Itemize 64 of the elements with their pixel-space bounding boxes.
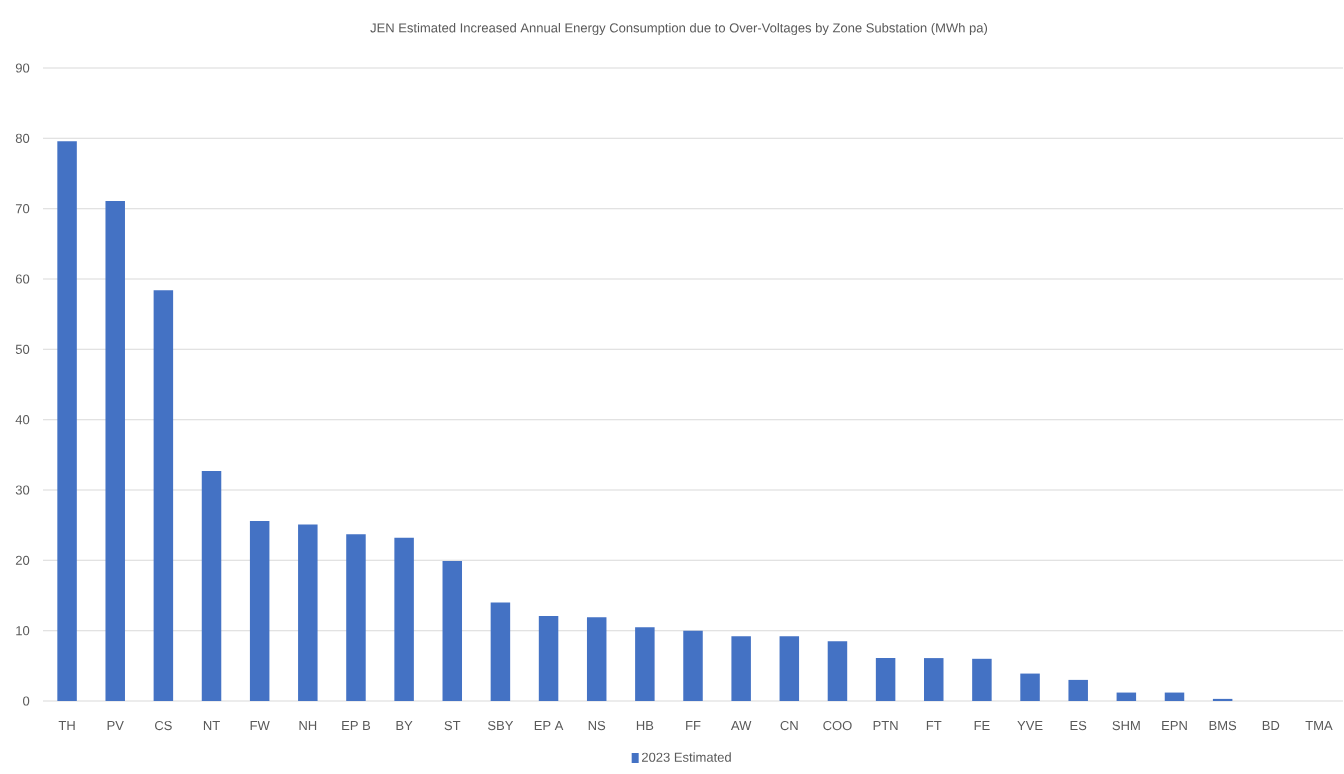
bar [1164, 692, 1185, 701]
bar [298, 524, 318, 701]
bar [779, 636, 800, 701]
y-tick-label: 90 [15, 63, 30, 73]
x-tick-label: TH [58, 721, 75, 730]
x-tick-label: NT [203, 721, 220, 730]
y-tick-label: 20 [15, 555, 30, 565]
x-tick-label: BD [1262, 721, 1280, 730]
bar [924, 658, 944, 701]
bar [346, 534, 366, 701]
legend-label: 2023 Estimated [641, 752, 731, 762]
bar [731, 636, 751, 701]
x-tick-label: BY [396, 721, 413, 730]
bar [1068, 679, 1088, 701]
bar [875, 658, 896, 701]
bar [683, 630, 703, 701]
bar [1116, 692, 1137, 701]
bar [201, 471, 222, 701]
x-tick-label: YVE [1017, 721, 1043, 730]
x-tick-label: SBY [487, 720, 514, 731]
bar [538, 615, 559, 701]
bar [394, 537, 414, 701]
bar [442, 561, 463, 701]
x-tick-label: FE [974, 721, 990, 730]
x-tick-label: PTN [873, 721, 898, 730]
x-tick-label: ES [1070, 720, 1087, 731]
y-tick-label: 40 [15, 415, 30, 425]
y-tick-label: 10 [16, 626, 30, 636]
x-tick-label: FF [686, 721, 701, 730]
bar [635, 627, 655, 701]
x-tick-label: EPN [1162, 721, 1187, 730]
x-tick-label: COO [823, 720, 852, 731]
x-tick-label: AW [730, 721, 752, 730]
x-tick-label: EP A [534, 721, 564, 730]
bar [972, 658, 992, 701]
y-tick-label: 50 [15, 344, 30, 354]
bar [57, 141, 77, 701]
x-tick-label: PV [107, 721, 124, 730]
x-tick-label: NS [588, 720, 606, 731]
chart-title: JEN Estimated Increased Annual Energy Consumption due to Over-Voltages by Zone Substation (MWh pa) [370, 22, 988, 36]
y-tick-label: 70 [15, 204, 30, 214]
x-tick-label: EP B [342, 721, 371, 730]
bar [827, 641, 848, 701]
x-tick-label: FT [926, 721, 942, 730]
bar [105, 200, 125, 701]
x-tick-label: TMA [1305, 721, 1333, 730]
x-tick-label: CS [155, 720, 172, 731]
x-tick-label: ST [444, 720, 461, 731]
bar [586, 617, 607, 701]
x-tick-label: FW [250, 721, 270, 730]
x-tick-label: BMS [1209, 720, 1237, 731]
x-tick-label: CN [780, 720, 798, 731]
x-tick-label: SHM [1112, 720, 1140, 731]
bar [490, 602, 511, 701]
y-tick-label: 0 [23, 696, 30, 706]
bar [1020, 673, 1040, 701]
bar [153, 290, 174, 701]
bar [249, 520, 270, 701]
y-tick-label: 60 [15, 274, 30, 284]
x-tick-label: NH [299, 721, 317, 730]
x-tick-label: HB [636, 721, 654, 730]
y-tick-label: 30 [15, 485, 30, 495]
bar [1212, 698, 1233, 701]
y-tick-label: 80 [15, 133, 30, 143]
